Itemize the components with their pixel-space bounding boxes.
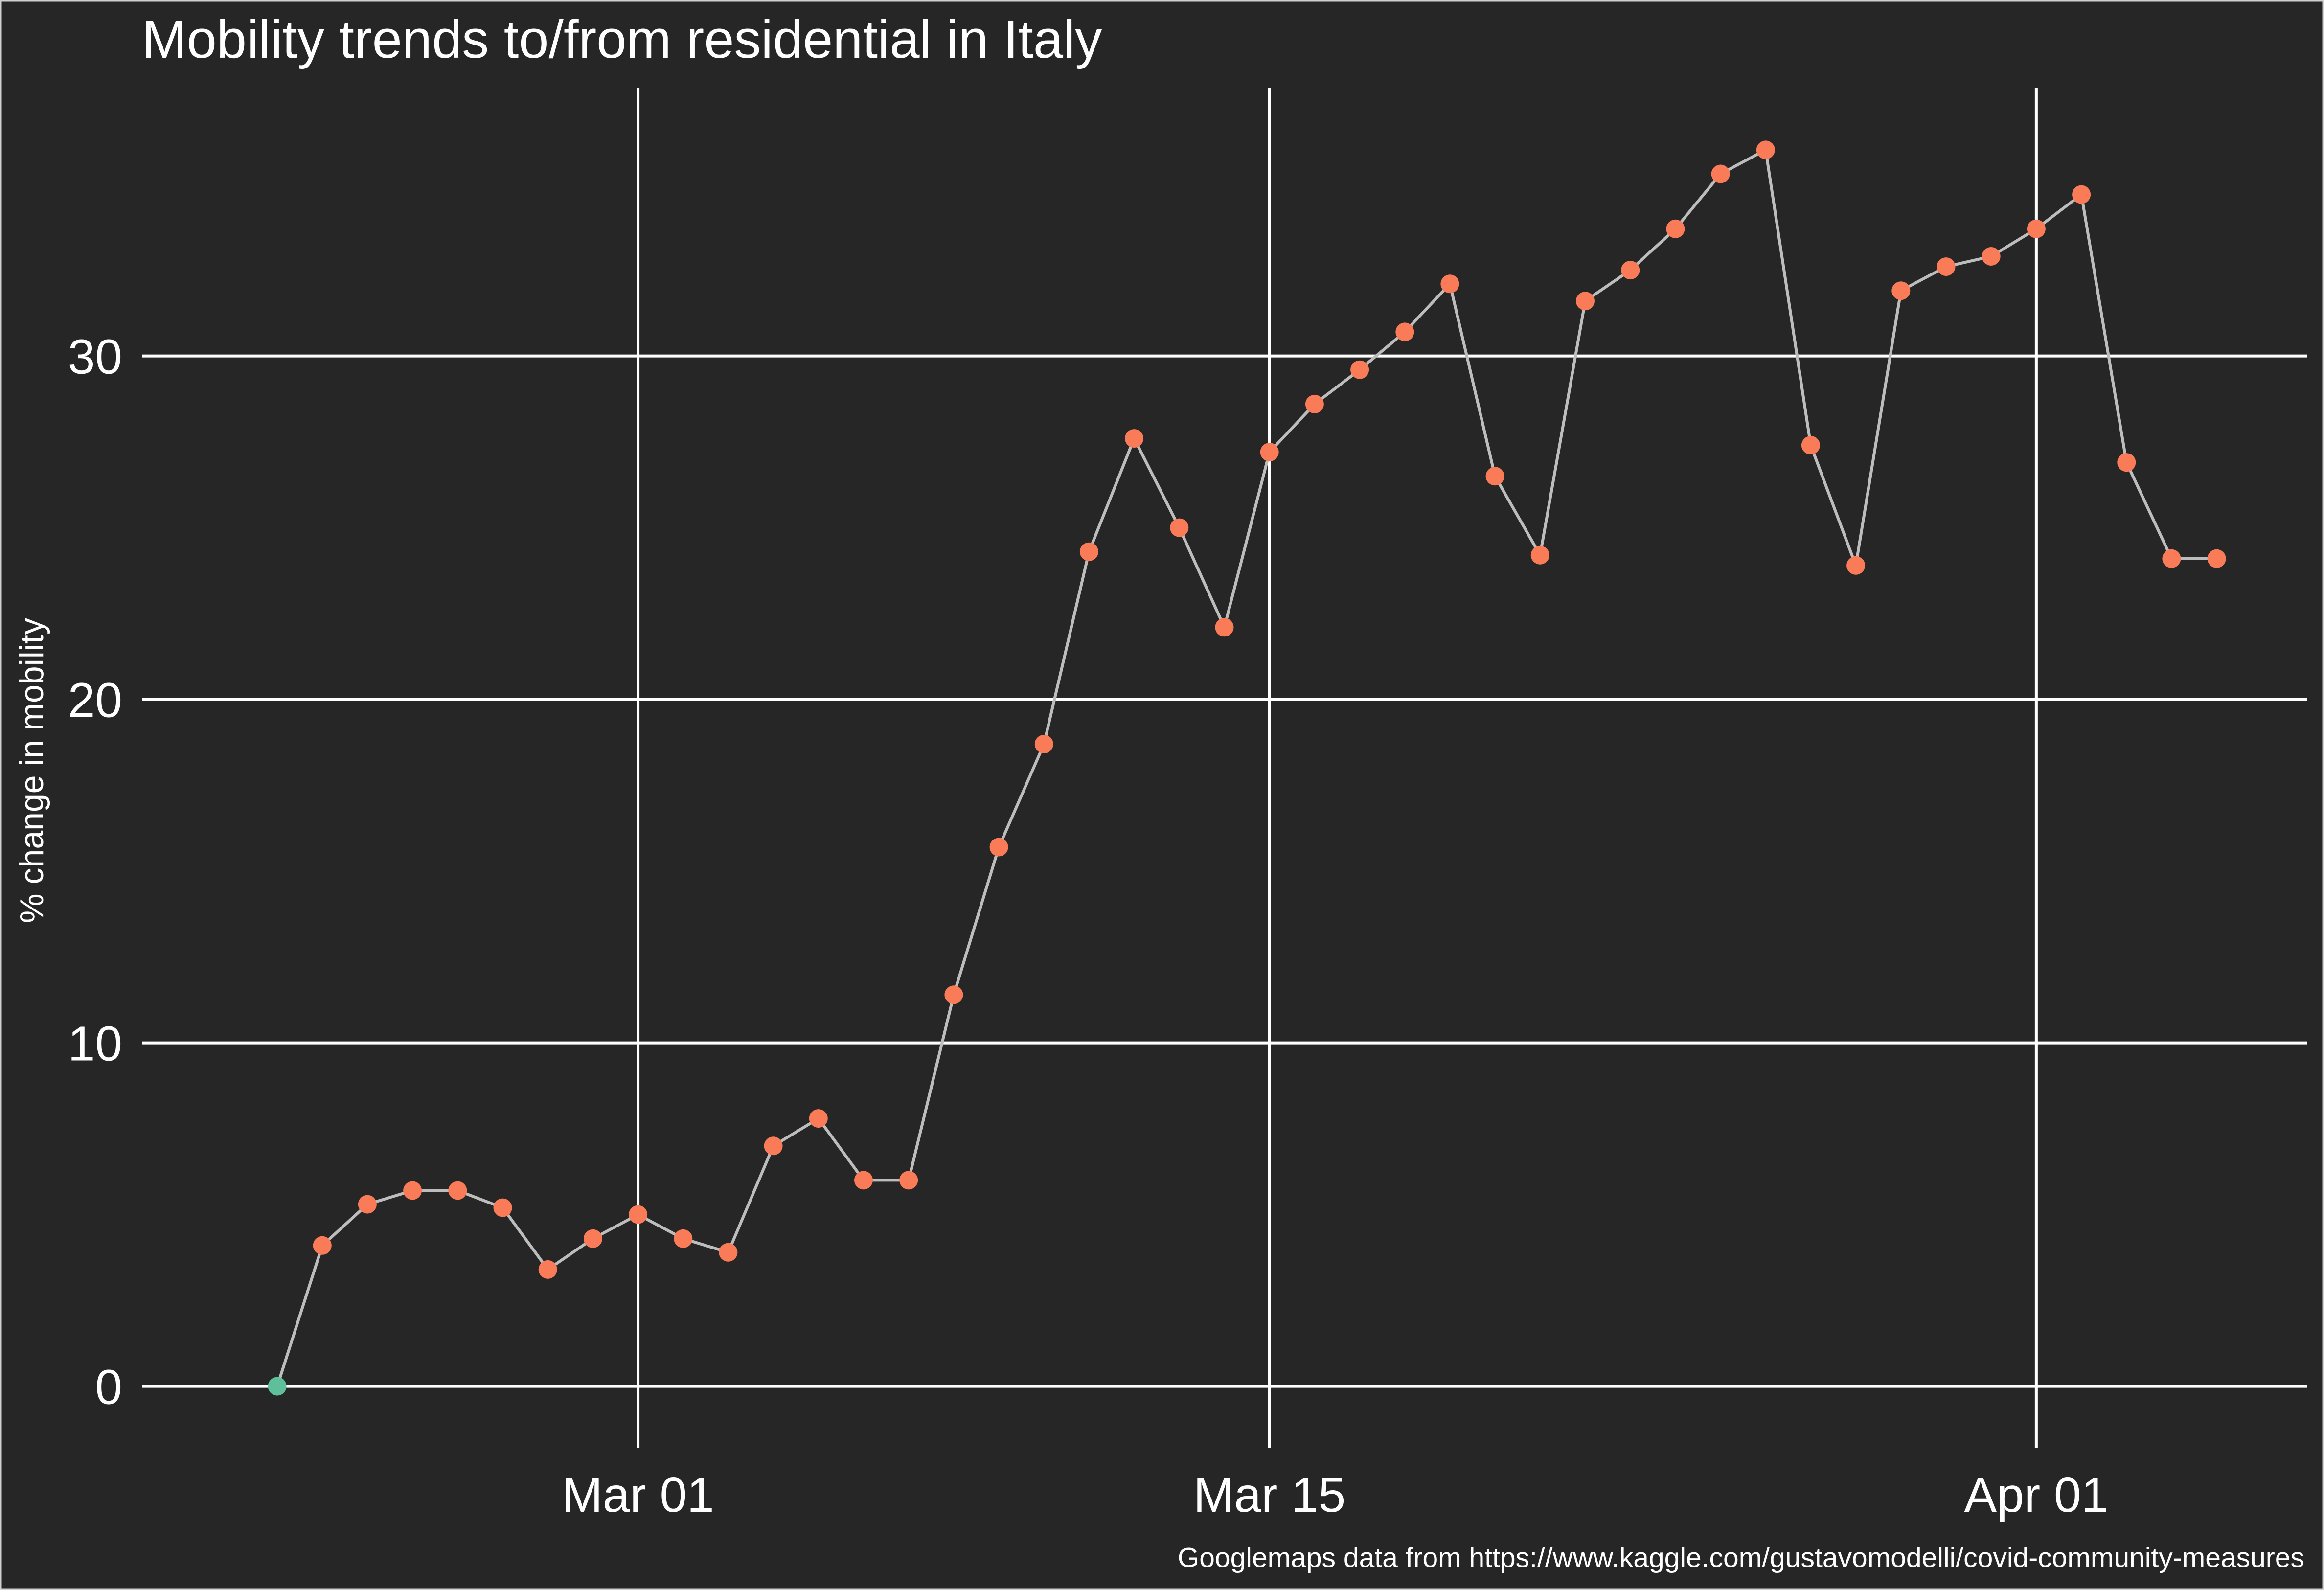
y-tick-label: 0 <box>95 1360 122 1415</box>
data-point <box>2162 549 2181 568</box>
x-tick-labels: Mar 01 Mar 15 Apr 01 <box>562 1468 2108 1522</box>
data-point <box>1485 467 1504 486</box>
x-gridlines <box>637 88 2038 1448</box>
chart-caption: Googlemaps data from https://www.kaggle.… <box>1178 1542 2304 1573</box>
series-layer <box>275 147 2217 1387</box>
x-tick-label: Mar 01 <box>562 1468 714 1522</box>
data-point <box>1350 360 1369 379</box>
data-point <box>1260 443 1279 462</box>
data-point <box>899 1171 918 1190</box>
y-tick-label: 20 <box>68 673 122 728</box>
series-line <box>275 147 2217 1387</box>
points-layer <box>268 140 2226 1396</box>
data-point <box>313 1236 332 1255</box>
data-point <box>1756 140 1775 159</box>
data-point <box>583 1229 602 1248</box>
data-point <box>1079 542 1098 561</box>
y-tick-labels: 0 10 20 30 <box>68 330 122 1415</box>
data-point <box>1666 219 1685 238</box>
x-tick-label: Mar 15 <box>1193 1468 1345 1522</box>
data-point <box>854 1171 873 1190</box>
data-point <box>989 838 1008 857</box>
y-tick-label: 10 <box>68 1017 122 1071</box>
data-point <box>1305 394 1324 413</box>
data-point <box>764 1136 783 1156</box>
data-point <box>1576 292 1595 311</box>
data-point <box>1937 257 1956 276</box>
data-point <box>1395 322 1414 341</box>
data-point <box>1215 618 1234 637</box>
data-point <box>2117 453 2136 472</box>
data-point <box>1982 247 2001 266</box>
data-point <box>1621 261 1640 280</box>
data-point <box>538 1260 557 1279</box>
data-point <box>403 1181 422 1200</box>
data-point <box>944 985 963 1004</box>
data-point <box>1440 274 1459 294</box>
y-gridlines <box>142 354 2307 1388</box>
data-point <box>358 1195 377 1214</box>
data-point <box>1530 545 1549 565</box>
data-point <box>493 1198 512 1217</box>
data-point <box>1034 734 1053 753</box>
data-point <box>448 1181 467 1200</box>
y-axis-label: % change in mobility <box>13 618 50 923</box>
data-point <box>2207 549 2226 568</box>
data-point <box>2072 185 2091 204</box>
data-point <box>719 1243 738 1262</box>
chart-title: Mobility trends to/from residential in I… <box>142 9 1102 69</box>
data-point <box>1170 518 1189 537</box>
data-point <box>1801 436 1820 455</box>
baseline-data-point <box>268 1377 287 1396</box>
data-point <box>674 1229 693 1248</box>
y-tick-label: 30 <box>68 330 122 385</box>
data-point <box>1711 164 1730 183</box>
data-point <box>1891 281 1911 300</box>
data-point <box>1846 556 1866 575</box>
data-point <box>629 1205 648 1224</box>
data-point <box>1125 429 1144 448</box>
data-point <box>2027 219 2046 238</box>
data-point <box>809 1109 828 1128</box>
x-tick-label: Apr 01 <box>1964 1468 2109 1522</box>
